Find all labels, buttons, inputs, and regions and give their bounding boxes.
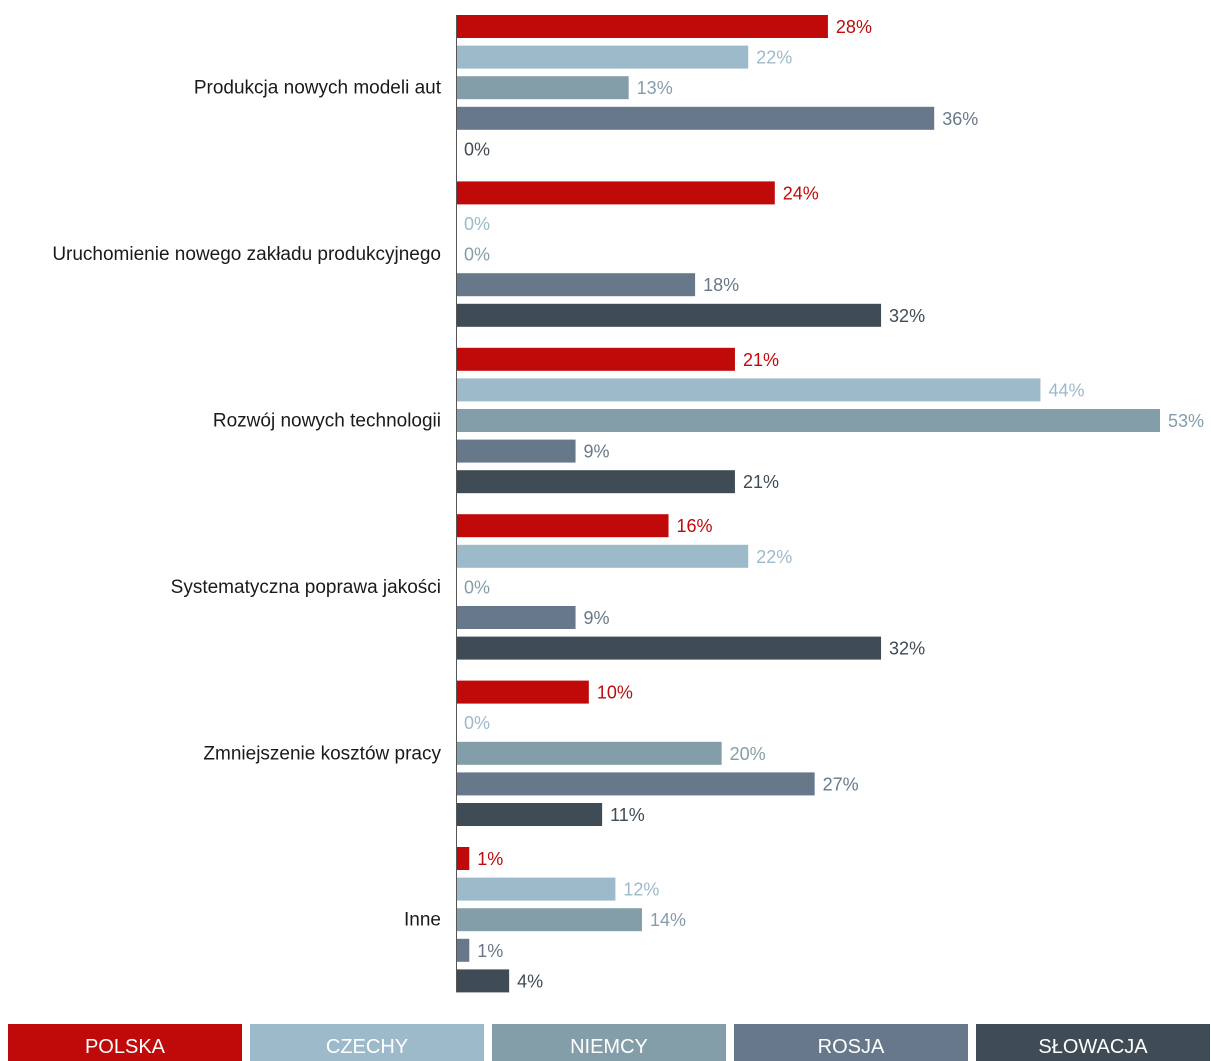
bar: [456, 938, 470, 962]
legend-item: CZECHY: [250, 1024, 484, 1061]
data-label: 22%: [756, 547, 792, 567]
category-label: Inne: [404, 910, 441, 931]
legend-item: POLSKA: [8, 1024, 242, 1061]
legend: POLSKA CZECHY NIEMCY ROSJA SŁOWACJA: [8, 1024, 1211, 1061]
category-labels: Produkcja nowych modeli aut Uruchomienie …: [52, 78, 441, 931]
bar: [456, 439, 576, 463]
bar: [456, 908, 642, 932]
bar: [456, 347, 735, 371]
data-label: 32%: [889, 306, 925, 326]
bar: [456, 877, 616, 901]
bar: [456, 680, 589, 704]
bar: [456, 969, 510, 993]
legend-item: SŁOWACJA: [976, 1024, 1210, 1061]
bar: [456, 409, 1160, 432]
data-label: 1%: [477, 941, 503, 961]
data-label: 16%: [677, 516, 713, 536]
bar: [456, 378, 1041, 402]
category-label: Produkcja nowych modeli aut: [194, 78, 442, 99]
data-label: 4%: [517, 971, 543, 991]
bar: [456, 772, 815, 796]
data-label: 12%: [623, 880, 659, 900]
data-label: 22%: [756, 48, 792, 68]
data-label: 28%: [836, 17, 872, 37]
bar: [456, 106, 935, 130]
data-label: 9%: [584, 442, 610, 462]
data-label: 9%: [584, 608, 610, 628]
category-label: Uruchomienie nowego zakładu produkcyjneg…: [52, 244, 441, 265]
category-label: Rozwój nowych technologii: [213, 411, 441, 432]
bar: [456, 45, 749, 69]
data-label: 32%: [889, 639, 925, 659]
category-label: Systematyczna poprawa jakości: [171, 577, 441, 598]
data-label: 11%: [610, 805, 645, 825]
data-label: 20%: [730, 744, 766, 764]
category-label: Zmniejszenie kosztów pracy: [203, 743, 441, 764]
bar: [456, 181, 775, 205]
value-labels: 28% 22% 13% 36% 0% 24% 0% 0% 18% 32% 21% 44% 53% 9% 21…: [464, 17, 1204, 991]
data-label: 24%: [783, 183, 819, 203]
bar: [456, 544, 749, 568]
data-label: 0%: [464, 214, 490, 234]
bar: [456, 470, 735, 494]
bar: [456, 273, 696, 297]
data-label: 13%: [637, 78, 673, 98]
data-label: 21%: [743, 350, 779, 370]
bar: [456, 606, 576, 629]
data-label: 0%: [464, 245, 490, 265]
bar: [456, 847, 470, 870]
data-label: 18%: [703, 275, 739, 295]
data-label: 10%: [597, 683, 633, 703]
data-label: 1%: [477, 849, 503, 869]
bar: [456, 15, 828, 38]
data-label: 14%: [650, 910, 686, 930]
bar: [456, 636, 882, 660]
legend-item: NIEMCY: [492, 1024, 726, 1061]
data-label: 0%: [464, 713, 490, 733]
data-label: 36%: [942, 109, 978, 129]
data-label: 0%: [464, 139, 490, 159]
bar: [456, 803, 603, 826]
bars: [456, 15, 1160, 993]
bar: [456, 741, 722, 765]
legend-item: ROSJA: [734, 1024, 968, 1061]
data-label: 27%: [823, 774, 859, 794]
data-label: 53%: [1168, 411, 1204, 431]
data-label: 0%: [464, 577, 490, 597]
data-label: 21%: [743, 472, 779, 492]
bar: [456, 303, 882, 327]
bar: [456, 514, 669, 538]
data-label: 44%: [1048, 380, 1084, 400]
bar: [456, 76, 629, 100]
